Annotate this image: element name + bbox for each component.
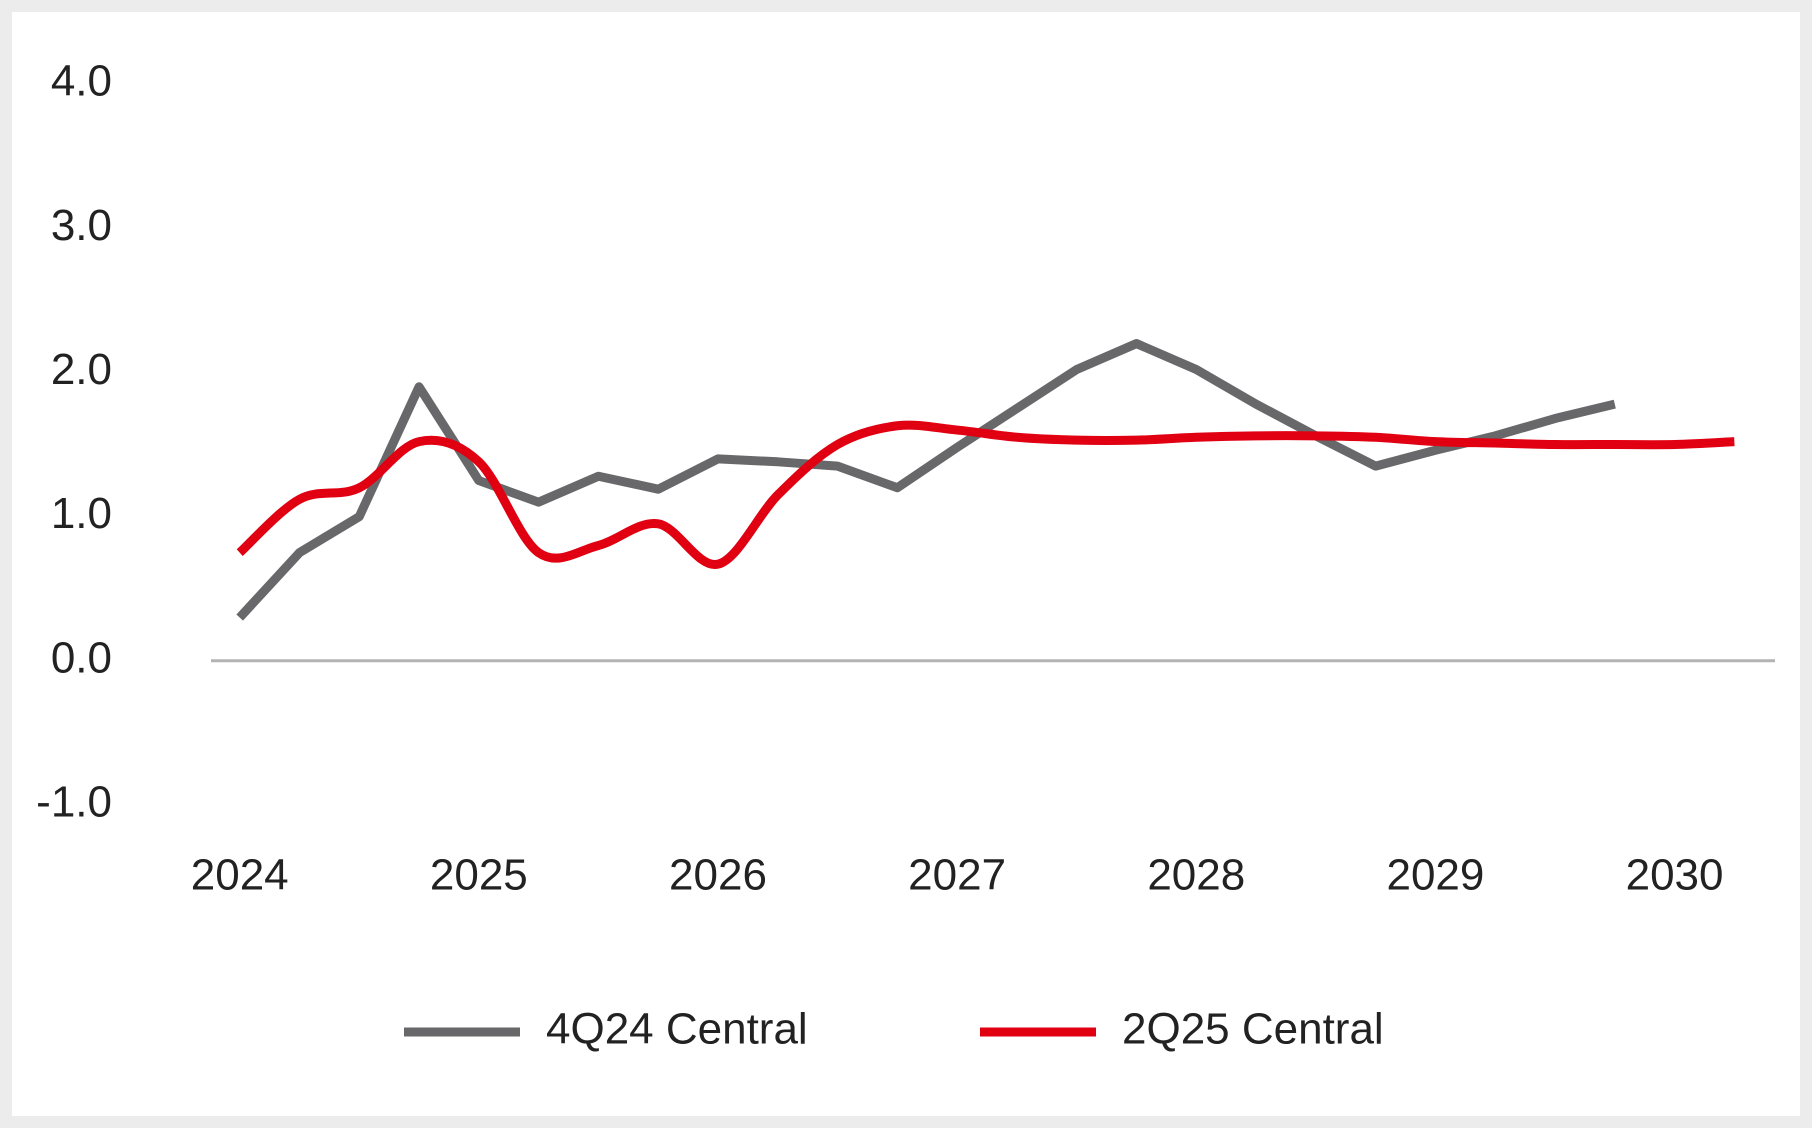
x-tick-label: 2029 — [1386, 851, 1484, 900]
x-tick-label: 2028 — [1147, 851, 1245, 900]
series-line — [236, 420, 1735, 569]
y-tick-label: 3.0 — [51, 201, 112, 250]
series-line — [236, 339, 1616, 621]
y-tick-label: -1.0 — [36, 778, 112, 827]
y-tick-label: 2.0 — [51, 345, 112, 394]
x-tick-label: 2030 — [1626, 851, 1724, 900]
legend-label: 2Q25 Central — [1122, 1005, 1384, 1054]
y-tick-label: 4.0 — [51, 57, 112, 106]
y-tick-label: 1.0 — [51, 489, 112, 538]
x-tick-label: 2024 — [191, 851, 289, 900]
x-tick-label: 2025 — [430, 851, 528, 900]
x-tick-label: 2026 — [669, 851, 767, 900]
y-tick-label: 0.0 — [51, 633, 112, 682]
x-tick-label: 2027 — [908, 851, 1006, 900]
legend-label: 4Q24 Central — [546, 1005, 808, 1054]
